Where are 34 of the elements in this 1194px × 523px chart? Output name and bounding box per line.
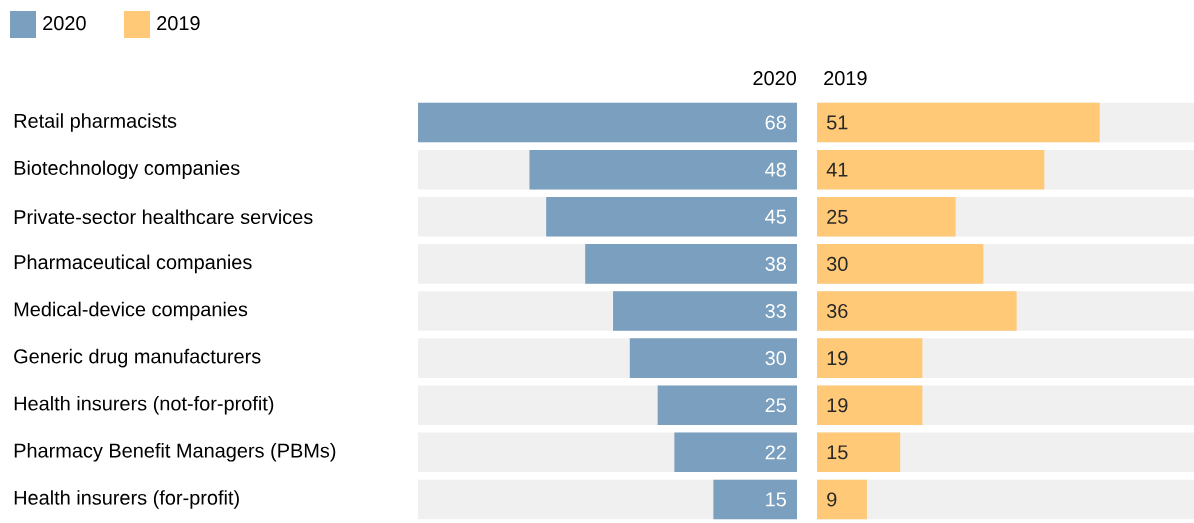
chart-title: 2020 xyxy=(753,71,797,86)
y-tick-label: Health insurers (for-profit) xyxy=(14,490,239,509)
y-tick-label: Generic drug manufacturers xyxy=(14,348,261,368)
data-label: 36 xyxy=(826,303,848,319)
y-tick-label: Health insurers (not-for-profit) xyxy=(14,395,274,415)
data-label: 41 xyxy=(826,162,848,177)
data-label: 30 xyxy=(765,351,787,366)
data-label: 25 xyxy=(827,209,848,224)
y-tick-label: Private-sector healthcare services xyxy=(14,209,313,225)
bar xyxy=(817,479,867,520)
data-label: 48 xyxy=(765,162,786,177)
legend-label: 2020 xyxy=(43,16,86,31)
data-label: 51 xyxy=(827,115,848,130)
y-tick-label: Biotechnology companies xyxy=(14,160,240,179)
data-label: 22 xyxy=(765,445,786,460)
data-label: 15 xyxy=(766,492,786,507)
data-label: 33 xyxy=(765,303,786,319)
y-tick-label: Medical-device companies xyxy=(14,301,248,321)
data-label: 9 xyxy=(827,492,837,507)
data-label: 19 xyxy=(827,398,848,413)
bar xyxy=(713,479,797,520)
y-tick-label: Pharmaceutical companies xyxy=(14,254,252,274)
data-label: 25 xyxy=(765,398,786,413)
y-tick-label: Retail pharmacists xyxy=(14,113,177,132)
data-label: 68 xyxy=(765,115,786,130)
data-label: 38 xyxy=(765,256,786,271)
bar xyxy=(817,432,901,473)
y-tick-label: Pharmacy Benefit Managers (PBMs) xyxy=(14,443,336,462)
data-label: 30 xyxy=(826,256,848,271)
legend-label: 2019 xyxy=(157,16,200,31)
data-label: 45 xyxy=(765,209,786,224)
data-label: 15 xyxy=(827,445,848,460)
data-label: 19 xyxy=(827,351,848,366)
chart-title: 2019 xyxy=(824,71,867,86)
